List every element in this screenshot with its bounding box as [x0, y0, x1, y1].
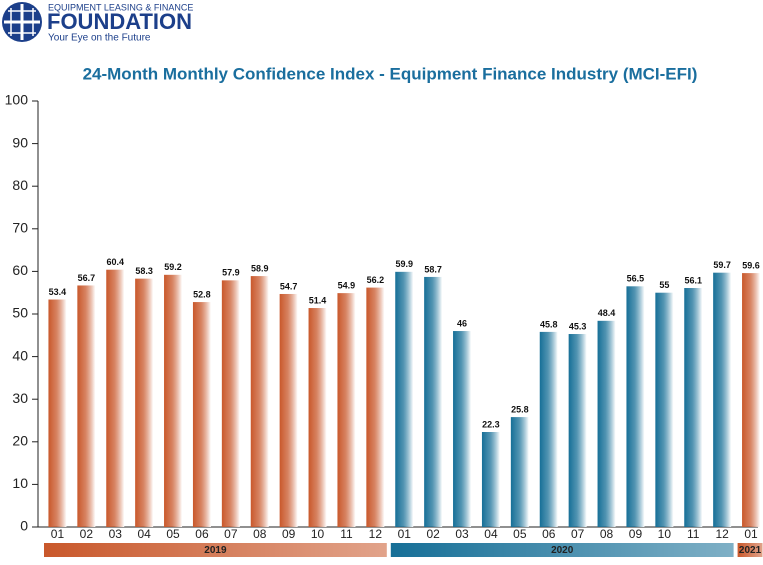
x-tick-label: 05 — [166, 527, 180, 541]
x-tick-label: 03 — [109, 527, 123, 541]
bar — [337, 293, 356, 527]
bar — [655, 292, 674, 527]
year-band — [737, 543, 763, 557]
x-tick-label: 01 — [744, 527, 758, 541]
bar — [568, 334, 587, 527]
value-label: 58.9 — [251, 263, 269, 273]
bar — [135, 278, 154, 527]
value-label: 46 — [457, 318, 467, 328]
y-tick-label: 90 — [12, 134, 28, 150]
bar — [308, 308, 327, 527]
bar — [279, 293, 298, 527]
bar — [221, 280, 240, 527]
org-name: FOUNDATION — [47, 9, 192, 34]
y-tick-label: 100 — [5, 92, 29, 108]
value-label: 55 — [659, 280, 669, 290]
tagline: Your Eye on the Future — [48, 33, 151, 44]
bar — [250, 276, 269, 527]
value-label: 59.7 — [713, 260, 731, 270]
bar — [626, 286, 645, 527]
bar — [366, 287, 385, 527]
y-tick-label: 20 — [12, 433, 28, 449]
x-tick-label: 05 — [513, 527, 527, 541]
value-label: 60.4 — [106, 257, 124, 267]
bar — [510, 417, 529, 527]
year-label: 2021 — [739, 545, 762, 556]
y-tick-label: 70 — [12, 220, 28, 236]
bar — [713, 272, 732, 527]
x-tick-label: 11 — [687, 527, 700, 541]
year-band — [390, 543, 734, 557]
value-label: 54.9 — [338, 281, 356, 291]
y-tick-label: 40 — [12, 347, 28, 363]
value-label: 45.8 — [540, 319, 558, 329]
org-top: EQUIPMENT LEASING & FINANCE — [48, 2, 193, 12]
x-tick-label: 01 — [51, 527, 65, 541]
value-label: 54.7 — [280, 281, 298, 291]
value-label: 56.7 — [78, 273, 96, 283]
logo — [2, 2, 42, 42]
x-tick-label: 06 — [195, 527, 209, 541]
bar — [684, 288, 703, 527]
y-tick-label: 80 — [12, 177, 28, 193]
x-tick-label: 08 — [600, 527, 614, 541]
x-tick-label: 09 — [282, 527, 296, 541]
x-tick-label: 02 — [426, 527, 440, 541]
x-tick-label: 06 — [542, 527, 556, 541]
x-tick-label: 07 — [571, 527, 585, 541]
bar — [48, 299, 67, 527]
x-tick-label: 03 — [455, 527, 469, 541]
bar — [77, 285, 96, 527]
y-tick-label: 50 — [12, 305, 28, 321]
x-tick-label: 10 — [658, 527, 672, 541]
x-tick-label: 04 — [484, 527, 498, 541]
bar — [481, 432, 500, 527]
x-tick-label: 08 — [253, 527, 267, 541]
x-tick-label: 12 — [369, 527, 383, 541]
bar — [192, 302, 211, 527]
bar — [424, 276, 443, 527]
value-label: 59.6 — [742, 260, 760, 270]
value-label: 45.3 — [569, 321, 587, 331]
y-tick-label: 0 — [20, 518, 28, 534]
value-label: 59.2 — [164, 262, 182, 272]
x-tick-label: 09 — [629, 527, 643, 541]
value-label: 59.9 — [395, 259, 413, 269]
y-tick-label: 30 — [12, 390, 28, 406]
x-tick-label: 10 — [311, 527, 325, 541]
year-label: 2019 — [204, 545, 227, 556]
bar — [453, 331, 472, 527]
value-label: 56.2 — [367, 275, 385, 285]
bar — [742, 273, 761, 527]
year-band — [44, 543, 387, 557]
x-tick-label: 07 — [224, 527, 238, 541]
value-label: 53.4 — [49, 287, 67, 297]
value-label: 25.8 — [511, 404, 529, 414]
bar — [539, 331, 558, 527]
value-label: 56.1 — [684, 275, 702, 285]
x-tick-label: 01 — [398, 527, 412, 541]
value-label: 51.4 — [309, 295, 327, 305]
x-tick-label: 04 — [137, 527, 151, 541]
bar — [164, 274, 183, 527]
value-label: 48.4 — [598, 308, 616, 318]
y-tick-label: 10 — [12, 475, 28, 491]
value-label: 22.3 — [482, 419, 500, 429]
value-label: 57.9 — [222, 268, 240, 278]
value-label: 56.5 — [627, 274, 645, 284]
x-tick-label: 11 — [340, 527, 353, 541]
chart-title: 24-Month Monthly Confidence Index - Equi… — [83, 64, 698, 83]
y-tick-label: 60 — [12, 262, 28, 278]
year-label: 2020 — [551, 545, 574, 556]
value-label: 58.3 — [135, 266, 153, 276]
value-label: 58.7 — [424, 264, 442, 274]
value-label: 52.8 — [193, 289, 211, 299]
bar — [597, 320, 616, 527]
x-tick-label: 02 — [80, 527, 94, 541]
bar — [395, 271, 414, 527]
x-tick-label: 12 — [715, 527, 729, 541]
bar — [106, 269, 125, 527]
